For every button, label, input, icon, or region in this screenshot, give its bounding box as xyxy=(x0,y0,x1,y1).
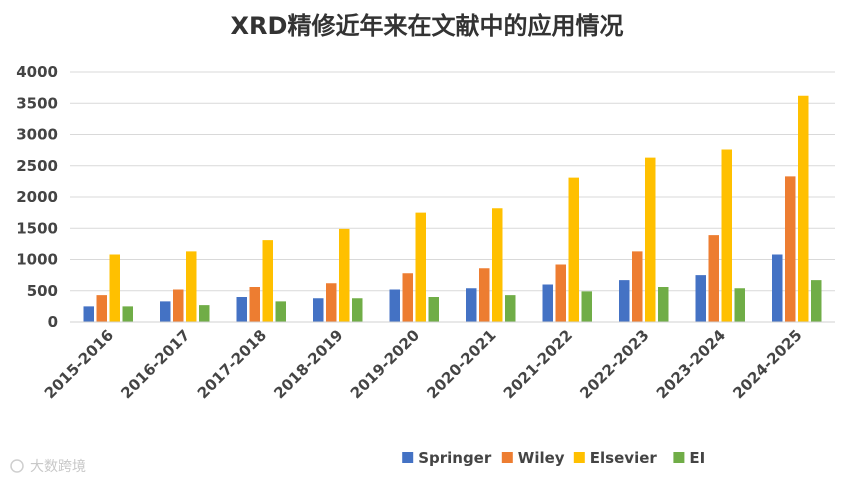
bar-elsevier-2024-2025 xyxy=(798,95,809,322)
bar-wiley-2022-2023 xyxy=(632,251,643,322)
bar-ei-2019-2020 xyxy=(428,297,439,322)
bar-elsevier-2021-2022 xyxy=(568,177,579,322)
bar-ei-2016-2017 xyxy=(199,305,210,322)
x-tick-label: 2022-2023 xyxy=(576,326,652,402)
legend-label-ei: EI xyxy=(689,449,705,467)
bar-wiley-2016-2017 xyxy=(173,289,184,322)
y-tick-label: 4000 xyxy=(16,63,58,81)
bar-springer-2018-2019 xyxy=(313,298,324,322)
bar-springer-2022-2023 xyxy=(619,280,630,322)
bar-elsevier-2017-2018 xyxy=(262,240,273,322)
bar-wiley-2018-2019 xyxy=(326,283,337,322)
y-tick-label: 1000 xyxy=(16,251,58,269)
legend-swatch-springer xyxy=(402,452,414,463)
bar-ei-2021-2022 xyxy=(581,291,592,322)
bar-elsevier-2020-2021 xyxy=(492,208,503,322)
watermark-text: 大数跨境 xyxy=(30,459,86,475)
legend-label-elsevier: Elsevier xyxy=(590,449,658,467)
bar-springer-2023-2024 xyxy=(695,275,706,322)
y-tick-label: 3500 xyxy=(16,94,58,112)
x-tick-label: 2018-2019 xyxy=(270,326,346,402)
bar-wiley-2017-2018 xyxy=(249,287,260,322)
y-tick-label: 2000 xyxy=(16,188,58,206)
gridlines xyxy=(70,71,835,292)
bar-elsevier-2015-2016 xyxy=(109,254,120,322)
x-axis: 2015-2016 2016-2017 2017-2018 2018-2019 2019… xyxy=(41,326,806,402)
bar-ei-2020-2021 xyxy=(505,295,516,322)
bar-elsevier-2018-2019 xyxy=(339,228,350,322)
bar-ei-2023-2024 xyxy=(734,288,745,322)
x-tick-label: 2017-2018 xyxy=(194,326,270,402)
bar-ei-2015-2016 xyxy=(122,306,133,322)
y-tick-label: 0 xyxy=(48,313,58,331)
legend-swatch-elsevier xyxy=(573,452,585,463)
bar-elsevier-2022-2023 xyxy=(645,157,656,322)
bar-ei-2017-2018 xyxy=(275,301,286,322)
legend-swatch-wiley xyxy=(501,452,513,463)
legend-label-springer: Springer xyxy=(418,449,492,467)
legend-label-wiley: Wiley xyxy=(518,449,565,467)
y-tick-label: 2500 xyxy=(16,157,58,175)
bar-springer-2017-2018 xyxy=(236,297,247,322)
bar-wiley-2023-2024 xyxy=(708,235,719,322)
bar-elsevier-2016-2017 xyxy=(186,251,197,322)
bar-springer-2021-2022 xyxy=(542,284,553,322)
bar-wiley-2019-2020 xyxy=(402,273,413,322)
x-tick-label: 2024-2025 xyxy=(729,326,805,402)
bar-springer-2019-2020 xyxy=(389,289,400,322)
bar-ei-2024-2025 xyxy=(811,280,822,322)
x-tick-label: 2015-2016 xyxy=(41,326,117,402)
legend: Springer Wiley Elsevier EI xyxy=(402,449,705,467)
bar-wiley-2021-2022 xyxy=(555,264,566,322)
y-axis: 0 500 1000 1500 2000 2500 3000 3500 4000 xyxy=(16,63,58,331)
y-tick-label: 3000 xyxy=(16,126,58,144)
watermark-logo-icon xyxy=(10,459,24,473)
y-tick-label: 500 xyxy=(27,282,58,300)
bar-elsevier-2023-2024 xyxy=(721,149,732,322)
bar-springer-2015-2016 xyxy=(83,306,94,322)
y-tick-label: 1500 xyxy=(16,219,58,237)
bar-elsevier-2019-2020 xyxy=(415,212,426,322)
bar-ei-2022-2023 xyxy=(658,287,669,322)
x-tick-label: 2023-2024 xyxy=(653,326,729,402)
bar-wiley-2020-2021 xyxy=(479,268,490,322)
x-tick-label: 2019-2020 xyxy=(347,326,423,402)
watermark: 大数跨境 xyxy=(10,459,86,475)
x-tick-label: 2020-2021 xyxy=(423,326,499,402)
x-tick-label: 2021-2022 xyxy=(500,326,576,402)
bar-wiley-2015-2016 xyxy=(96,295,107,322)
x-tick-label: 2016-2017 xyxy=(117,326,193,402)
legend-swatch-ei xyxy=(673,452,685,463)
bar-springer-2020-2021 xyxy=(466,288,477,322)
bars xyxy=(83,95,822,322)
chart-title: XRD精修近年来在文献中的应用情况 xyxy=(231,12,624,40)
bar-springer-2016-2017 xyxy=(160,301,171,322)
bar-wiley-2024-2025 xyxy=(785,176,796,322)
bar-springer-2024-2025 xyxy=(772,254,783,322)
bar-ei-2018-2019 xyxy=(352,298,363,322)
